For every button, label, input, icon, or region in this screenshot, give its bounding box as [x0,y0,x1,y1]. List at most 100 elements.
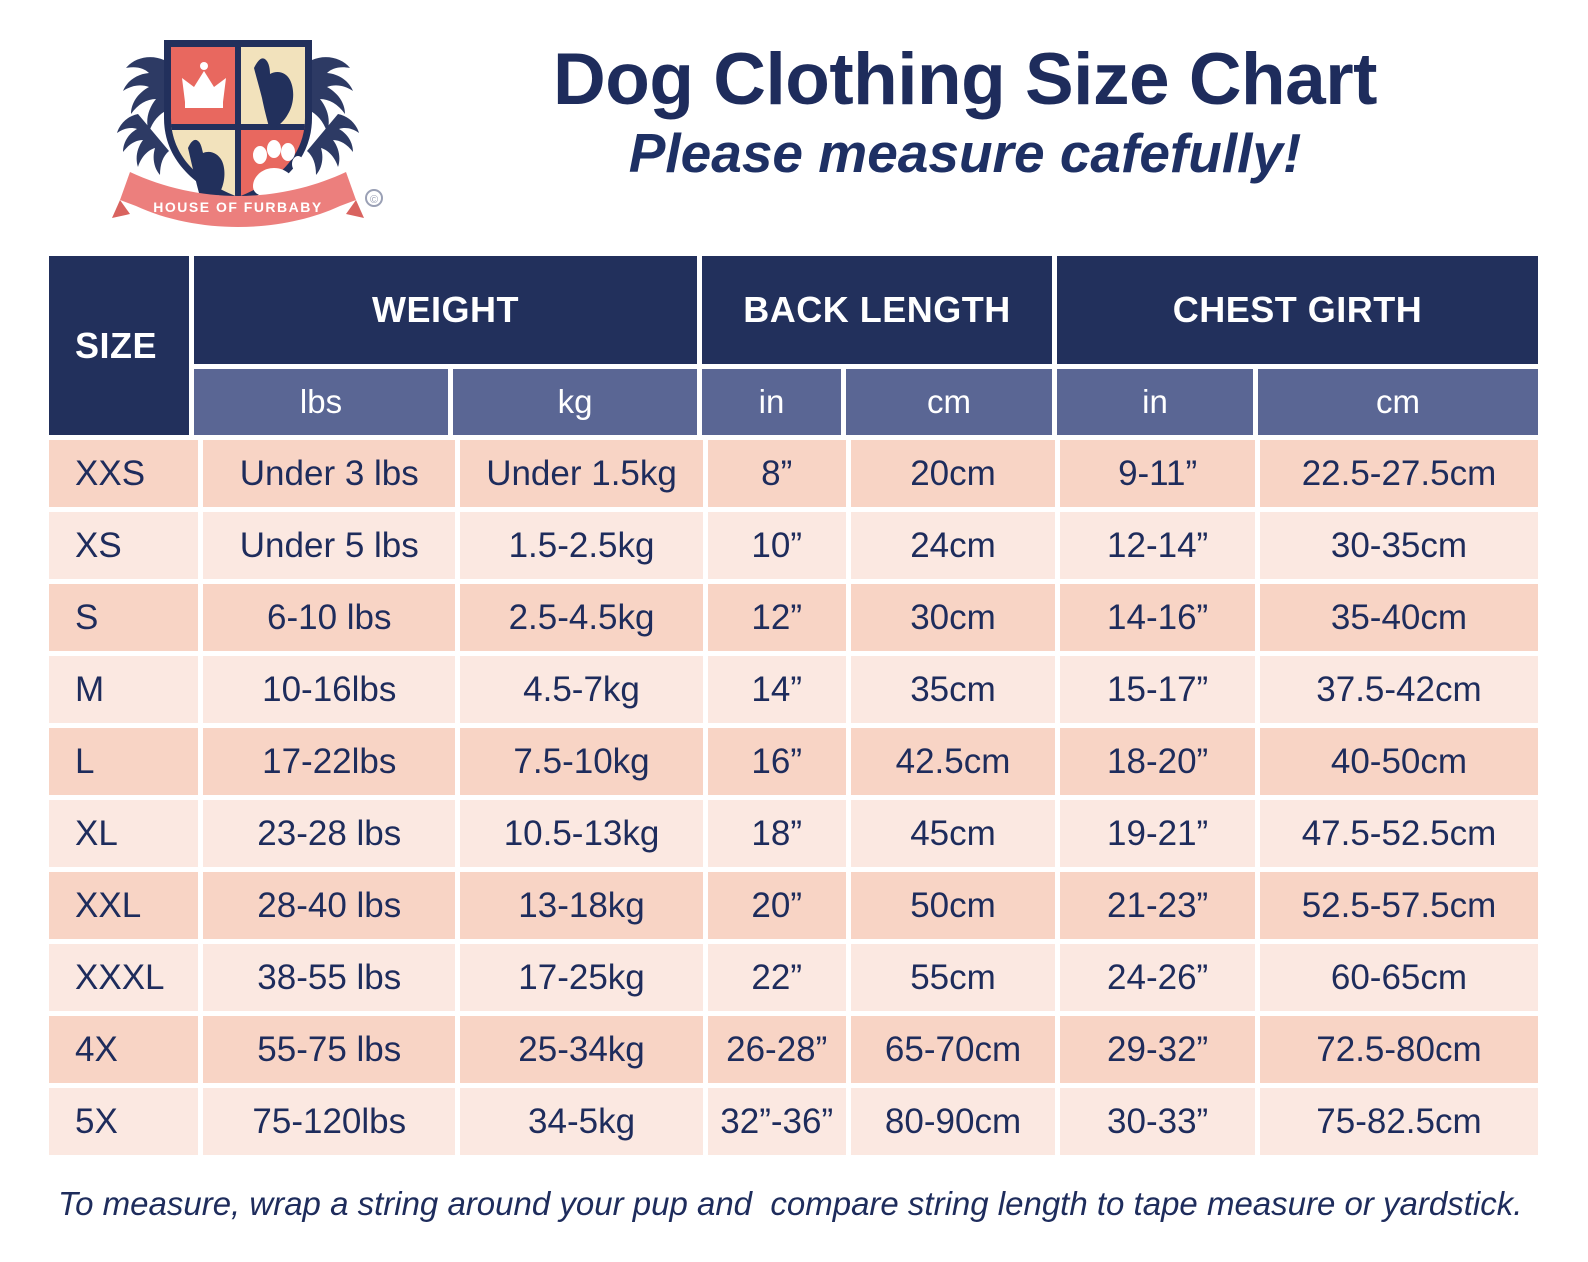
table-row: M 10-16lbs 4.5-7kg 14” 35cm 15-17” 37.5-42cm [49,656,1538,723]
column-header-size: SIZE [49,256,189,435]
cell-chest-cm: 37.5-42cm [1259,656,1538,723]
cell-chest-cm: 75-82.5cm [1259,1088,1538,1155]
cell-lbs: 55-75 lbs [203,1016,456,1083]
cell-kg: 2.5-4.5kg [460,584,703,651]
cell-chest-in: 14-16” [1060,584,1255,651]
cell-back-in: 22” [707,944,846,1011]
table-row: 5X 75-120lbs 34-5kg 32”-36” 80-90cm 30-33” 75-… [49,1088,1538,1155]
cell-back-in: 26-28” [707,1016,846,1083]
cell-size: S [49,584,199,651]
table-row: XS Under 5 lbs 1.5-2.5kg 10” 24cm 12-14” 30-35… [49,512,1538,579]
cell-lbs: 75-120lbs [203,1088,456,1155]
table-row: L 17-22lbs 7.5-10kg 16” 42.5cm 18-20” 40-50cm [49,728,1538,795]
column-group-back-length: BACK LENGTH in cm [702,256,1052,435]
cell-chest-in: 12-14” [1060,512,1255,579]
copyright-mark: © [370,194,378,206]
cat-head-icon [188,139,225,206]
cell-kg: 4.5-7kg [460,656,703,723]
cell-lbs: 17-22lbs [203,728,456,795]
cell-kg: 13-18kg [460,872,703,939]
cell-back-cm: 35cm [850,656,1056,723]
cell-lbs: 23-28 lbs [203,800,456,867]
cell-kg: 34-5kg [460,1088,703,1155]
table-row: XXXL 38-55 lbs 17-25kg 22” 55cm 24-26” 60-65cm [49,944,1538,1011]
cell-chest-cm: 40-50cm [1259,728,1538,795]
column-subheader-chest-cm: cm [1258,369,1538,435]
column-group-weight: WEIGHT lbs kg [194,256,697,435]
table-row: 4X 55-75 lbs 25-34kg 26-28” 65-70cm 29-32” 72.… [49,1016,1538,1083]
cell-chest-cm: 52.5-57.5cm [1259,872,1538,939]
cell-lbs: Under 5 lbs [203,512,456,579]
table-row: XXS Under 3 lbs Under 1.5kg 8” 20cm 9-11” 22.5… [49,440,1538,507]
cell-kg: 10.5-13kg [460,800,703,867]
column-subheader-weight-kg: kg [453,369,697,435]
cell-chest-cm: 47.5-52.5cm [1259,800,1538,867]
cell-size: XS [49,512,199,579]
cell-lbs: 10-16lbs [203,656,456,723]
cell-chest-in: 18-20” [1060,728,1255,795]
cell-size: XL [49,800,199,867]
cell-chest-in: 21-23” [1060,872,1255,939]
cell-back-cm: 80-90cm [850,1088,1056,1155]
cell-kg: 25-34kg [460,1016,703,1083]
cell-back-cm: 24cm [850,512,1056,579]
cell-chest-in: 29-32” [1060,1016,1255,1083]
column-subheader-weight-lbs: lbs [194,369,448,435]
cell-back-cm: 55cm [850,944,1056,1011]
house-of-furbaby-crest-icon: HOUSE OF FURBABY © [112,40,383,227]
cell-back-cm: 45cm [850,800,1056,867]
cell-back-in: 14” [707,656,846,723]
cell-back-in: 12” [707,584,846,651]
cell-lbs: 28-40 lbs [203,872,456,939]
cell-kg: 17-25kg [460,944,703,1011]
cell-chest-cm: 35-40cm [1259,584,1538,651]
dog-head-icon [254,58,294,130]
cell-back-cm: 42.5cm [850,728,1056,795]
column-header-weight: WEIGHT [194,256,697,364]
column-subheader-back-cm: cm [846,369,1052,435]
cell-back-in: 16” [707,728,846,795]
cell-size: M [49,656,199,723]
cell-kg: 1.5-2.5kg [460,512,703,579]
chart-header: HOUSE OF FURBABY © Dog Clothing Size Cha… [0,0,1588,250]
cell-back-in: 10” [707,512,846,579]
cell-kg: 7.5-10kg [460,728,703,795]
cell-back-cm: 30cm [850,584,1056,651]
cell-size: XXS [49,440,199,507]
page-title: Dog Clothing Size Chart [553,39,1377,120]
cell-chest-cm: 72.5-80cm [1259,1016,1538,1083]
cell-chest-cm: 60-65cm [1259,944,1538,1011]
table-row: S 6-10 lbs 2.5-4.5kg 12” 30cm 14-16” 35-40cm [49,584,1538,651]
column-header-back-length: BACK LENGTH [702,256,1052,364]
column-header-chest-girth: CHEST GIRTH [1057,256,1538,364]
size-chart-table: SIZE WEIGHT lbs kg BACK LENGTH in cm CHE… [49,256,1538,1155]
measurement-instructions: To measure, wrap a string around your pu… [58,1185,1523,1222]
crown-icon [182,62,226,108]
cell-back-cm: 50cm [850,872,1056,939]
column-group-chest-girth: CHEST GIRTH in cm [1057,256,1538,435]
brand-name-text: HOUSE OF FURBABY [153,199,322,215]
title-block: Dog Clothing Size Chart Please measure c… [430,39,1500,183]
column-subheader-chest-in: in [1057,369,1253,435]
cell-size: XXXL [49,944,199,1011]
cell-back-in: 8” [707,440,846,507]
cell-size: 4X [49,1016,199,1083]
cell-chest-cm: 22.5-27.5cm [1259,440,1538,507]
cell-chest-in: 15-17” [1060,656,1255,723]
cell-chest-cm: 30-35cm [1259,512,1538,579]
cell-size: 5X [49,1088,199,1155]
cell-kg: Under 1.5kg [460,440,703,507]
cell-back-in: 20” [707,872,846,939]
table-body: XXS Under 3 lbs Under 1.5kg 8” 20cm 9-11” 22.5… [49,440,1538,1155]
ribbon-banner: HOUSE OF FURBABY [112,172,364,227]
cell-lbs: 38-55 lbs [203,944,456,1011]
paw-print-icon [253,140,304,197]
copyright-icon [365,189,383,207]
cell-chest-in: 19-21” [1060,800,1255,867]
cell-chest-in: 9-11” [1060,440,1255,507]
table-row: XXL 28-40 lbs 13-18kg 20” 50cm 21-23” 52.5-57.… [49,872,1538,939]
cell-back-in: 18” [707,800,846,867]
table-header-row: SIZE WEIGHT lbs kg BACK LENGTH in cm CHE… [49,256,1538,435]
table-row: XL 23-28 lbs 10.5-13kg 18” 45cm 19-21” 47.5-52… [49,800,1538,867]
brand-logo: HOUSE OF FURBABY © [68,22,408,234]
